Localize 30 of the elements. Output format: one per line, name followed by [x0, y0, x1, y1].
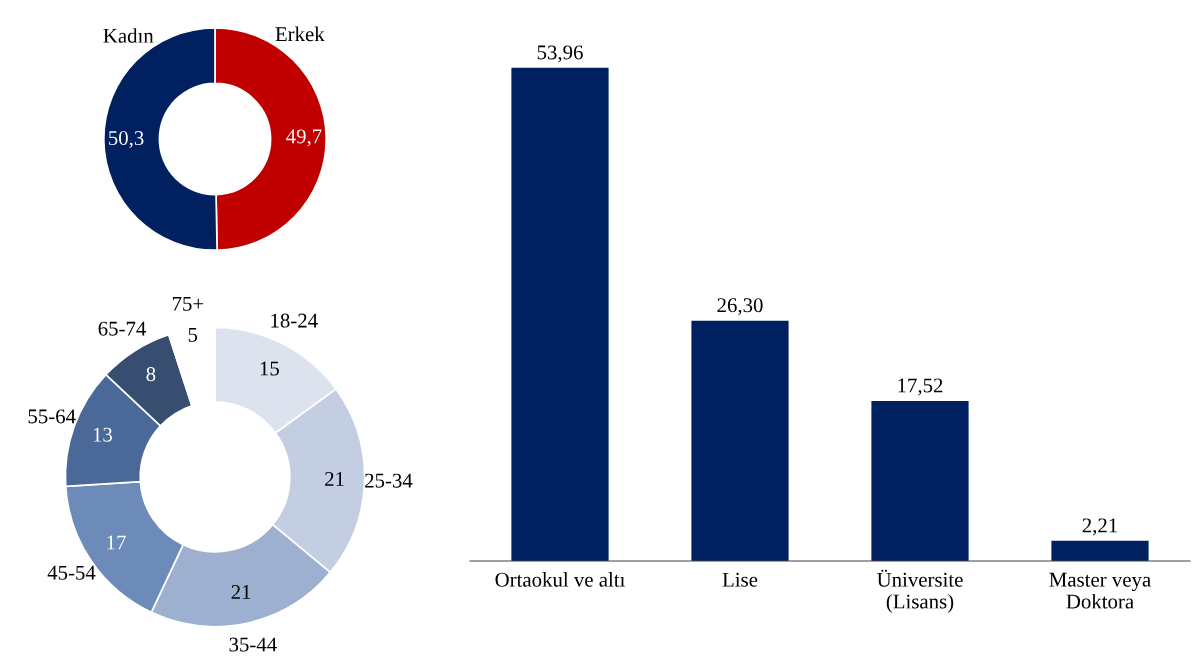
slice-label: 55-64 — [28, 409, 76, 424]
data-label: 21 — [231, 585, 251, 599]
slice-label: Kadın — [103, 28, 154, 43]
data-label: 53,96 — [537, 45, 583, 63]
data-label: 17 — [107, 535, 126, 550]
slice-label: Erkek — [275, 26, 325, 42]
slice-label: 25-34 — [365, 473, 413, 488]
data-label: 13 — [93, 427, 112, 442]
x-tick-label: Lise — [722, 572, 758, 587]
bar — [691, 320, 789, 561]
x-tick-label: Ortaokul ve altı — [495, 572, 625, 587]
data-label: 50,3 — [109, 130, 144, 149]
data-label: 15 — [260, 361, 279, 376]
data-label: 26,30 — [717, 298, 763, 316]
slice-label: 35-44 — [229, 637, 277, 652]
data-label: 8 — [146, 367, 156, 382]
data-label: 2,21 — [1082, 518, 1117, 536]
bar — [511, 67, 609, 561]
x-tick-label: Üniversite (Lisans) — [877, 569, 963, 613]
data-label: 21 — [325, 471, 344, 486]
slice-label: 75+ — [172, 296, 204, 311]
slice-label: 18-24 — [271, 313, 318, 328]
data-label: 17,52 — [898, 378, 943, 396]
data-label: 49,7 — [286, 129, 322, 147]
data-label: 5 — [188, 328, 198, 342]
x-tick-label: Master veya Doktora — [1049, 572, 1151, 609]
slice-label: 65-74 — [98, 321, 146, 336]
bar — [871, 400, 969, 561]
slice-label: 45-54 — [47, 565, 96, 580]
bar — [1051, 540, 1149, 561]
